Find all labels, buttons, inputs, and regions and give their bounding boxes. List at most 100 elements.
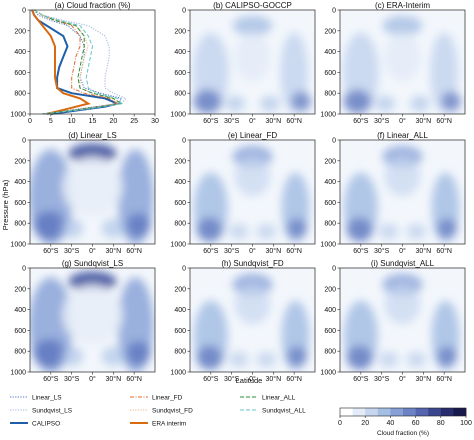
colorbar-segment	[390, 408, 404, 416]
latitude-tick-label: 30°S	[64, 375, 80, 383]
latitude-tick-label: 30°N	[416, 375, 432, 383]
colorbar-tick-label: 20	[361, 420, 369, 427]
pressure-tick-label: 200	[174, 286, 186, 293]
latitude-tick-label: 30°S	[224, 375, 240, 383]
latitude-tick-label: 30°S	[224, 117, 240, 125]
pressure-tick-label: 1000	[170, 242, 186, 249]
series-line-CALIPSO	[31, 9, 121, 115]
pressure-tick-label: 800	[174, 91, 186, 98]
legend-label: Linear_FD	[152, 394, 183, 401]
latitude-tick-label: 0°	[89, 247, 96, 255]
colorbar-segment	[365, 408, 379, 416]
panel-b: (b) CALIPSO-GOCCP 60°S 30°S 0° 30°N 60°N 0 200 4…	[170, 1, 316, 125]
latitude-tick-label: 60°N	[126, 375, 142, 383]
legend-label: ERA interim	[152, 420, 186, 427]
pressure-tick-label: 200	[174, 158, 186, 165]
latitude-tick-label: 0°	[89, 375, 96, 383]
pressure-tick-label: 800	[174, 221, 186, 228]
latitude-tick-label: 30°N	[266, 117, 282, 125]
pressure-tick-label: 400	[14, 179, 26, 186]
latitude-tick-label: 60°S	[353, 247, 369, 255]
latitude-tick-label: 60°S	[203, 375, 219, 383]
latitude-tick-label: 0°	[399, 375, 406, 383]
latitude-tick-label: 30°N	[106, 247, 122, 255]
pressure-tick-label: 800	[324, 91, 336, 98]
pressure-tick-label: 600	[324, 328, 336, 335]
panels: (a) Cloud fraction (%) 0 5 10 15 20 25 30 0 200 40…	[10, 1, 466, 383]
pressure-tick-label: 800	[14, 349, 26, 356]
latitude-tick-label: 30°N	[266, 375, 282, 383]
panel-title: (b) CALIPSO-GOCCP	[213, 1, 292, 10]
pressure-tick-label: 1000	[320, 112, 336, 119]
panel-title: (a) Cloud fraction (%)	[54, 1, 130, 10]
panel-f: (f) Linear_ALL 60°S 30°S 0° 30°N 60°N 0 200 400 6…	[320, 131, 466, 255]
legend: Linear_LS Linear_FD Linear_ALL Sundqvist_LS…	[10, 394, 306, 427]
pressure-tick-label: 600	[14, 200, 26, 207]
y-tick-label: 800	[14, 91, 26, 98]
panel-frame	[339, 9, 466, 115]
pressure-tick-label: 0	[182, 138, 186, 145]
colorbar-tick-label: 60	[412, 420, 420, 427]
legend-label: Sundqvist_LS	[32, 407, 73, 414]
latitude-tick-label: 60°S	[203, 247, 219, 255]
pressure-tick-label: 200	[324, 286, 336, 293]
pressure-tick-label: 200	[324, 158, 336, 165]
latitude-tick-label: 60°N	[286, 117, 302, 125]
colorbar-label: Cloud fraction (%)	[377, 430, 429, 437]
latitude-tick-label: 60°N	[436, 375, 452, 383]
latitude-tick-label: 60°S	[43, 375, 59, 383]
latitude-tick-label: 0°	[399, 247, 406, 255]
panel-title: (f) Linear_ALL	[377, 131, 428, 140]
pressure-tick-label: 0	[182, 8, 186, 15]
latitude-tick-label: 30°N	[416, 117, 432, 125]
latitude-tick-label: 30°S	[224, 247, 240, 255]
latitude-tick-label: 30°S	[374, 247, 390, 255]
panel-g: (g) Sundqvist_LS 60°S 30°S 0° 30°N 60°N 0 200 40…	[10, 259, 156, 383]
pressure-tick-label: 400	[324, 307, 336, 314]
panel-title: (g) Sundqvist_LS	[62, 259, 123, 268]
series-line-ERA interim	[31, 9, 91, 115]
series-line-Sundqvist_ALL	[33, 9, 123, 115]
latitude-tick-label: 60°S	[43, 247, 59, 255]
x-tick-label: 15	[89, 118, 97, 125]
pressure-tick-label: 0	[22, 138, 26, 145]
panel-h: (h) Sundqvist_FD 60°S 30°S 0° 30°N 60°N 0 200 40…	[170, 259, 316, 383]
y-axis-label: Pressure (hPa)	[1, 179, 10, 230]
legend-label: Linear_LS	[32, 394, 62, 401]
pressure-tick-label: 400	[14, 307, 26, 314]
colorbar-segment	[403, 408, 416, 416]
series-line-Linear_ALL	[33, 9, 124, 115]
legend-label: CALIPSO	[32, 420, 60, 427]
latitude-tick-label: 60°N	[436, 247, 452, 255]
x-tick-label: 0	[28, 118, 32, 125]
panel-title: (e) Linear_FD	[228, 131, 278, 140]
pressure-tick-label: 400	[324, 49, 336, 56]
pressure-tick-label: 400	[174, 307, 186, 314]
pressure-tick-label: 1000	[320, 242, 336, 249]
colorbar-tick-label: 80	[437, 420, 445, 427]
latitude-tick-label: 30°S	[374, 117, 390, 125]
pressure-tick-label: 800	[324, 349, 336, 356]
pressure-tick-label: 1000	[10, 242, 26, 249]
pressure-tick-label: 800	[324, 221, 336, 228]
x-tick-label: 20	[109, 118, 117, 125]
latitude-tick-label: 60°N	[286, 375, 302, 383]
panel-title: (c) ERA-Interim	[375, 1, 430, 10]
pressure-tick-label: 600	[324, 200, 336, 207]
pressure-tick-label: 1000	[10, 370, 26, 377]
pressure-tick-label: 1000	[170, 370, 186, 377]
pressure-tick-label: 200	[174, 28, 186, 35]
x-tick-label: 30	[151, 118, 159, 125]
pressure-tick-label: 600	[14, 328, 26, 335]
panel-a: (a) Cloud fraction (%) 0 5 10 15 20 25 30 0 200 40…	[10, 1, 159, 125]
pressure-tick-label: 600	[174, 328, 186, 335]
panel-title: (h) Sundqvist_FD	[221, 259, 283, 268]
latitude-tick-label: 60°N	[126, 247, 142, 255]
y-tick-label: 0	[22, 8, 26, 15]
latitude-tick-label: 60°N	[286, 247, 302, 255]
colorbar-tick-label: 40	[387, 420, 395, 427]
pressure-tick-label: 1000	[170, 112, 186, 119]
y-tick-label: 600	[14, 70, 26, 77]
pressure-tick-label: 600	[174, 200, 186, 207]
x-axis-label: Latitude	[236, 376, 263, 385]
